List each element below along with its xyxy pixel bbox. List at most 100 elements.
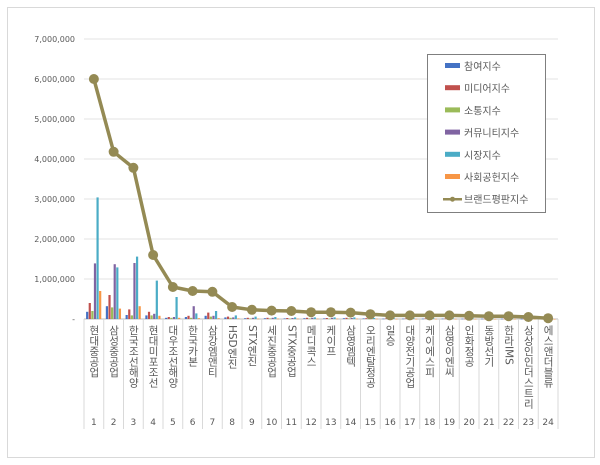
legend-marker: [450, 196, 455, 202]
bar-참여지수: [244, 318, 247, 319]
bar-미디어지수: [266, 317, 269, 319]
bar-소통지수: [130, 315, 133, 319]
bar-미디어지수: [286, 318, 289, 319]
bar-커뮤니티지수: [232, 317, 235, 319]
x-rank-label: 5: [170, 418, 176, 428]
bar-미디어지수: [147, 311, 151, 319]
x-category-label: 삼영이엔씨: [443, 325, 455, 378]
bar-커뮤니티지수: [93, 263, 97, 319]
bar-미디어지수: [88, 303, 91, 319]
x-category-label: 동방선기: [483, 325, 495, 368]
brand-index-point: [246, 304, 257, 315]
bar-시장지수: [353, 317, 356, 319]
legend-swatch-미디어지수: [445, 85, 460, 91]
bar-소통지수: [170, 317, 173, 319]
brand-index-point: [464, 310, 475, 321]
bar-시장지수: [333, 317, 336, 319]
bar-미디어지수: [108, 295, 111, 319]
x-rank-label: 6: [190, 418, 196, 428]
bar-참여지수: [125, 315, 128, 319]
bar-미디어지수: [325, 318, 328, 319]
bar-소통지수: [111, 307, 114, 319]
x-rank-label: 8: [229, 418, 235, 428]
bar-사회공헌지수: [454, 318, 457, 320]
x-rank-label: 9: [249, 418, 255, 428]
brand-index-point: [483, 311, 494, 322]
x-category-label: STX중공업: [285, 325, 297, 377]
bar-소통지수: [91, 311, 94, 319]
x-category-label: 일승: [384, 324, 396, 346]
bar-시장지수: [372, 318, 376, 319]
x-category-label: 현대미포조선: [147, 325, 159, 388]
x-rank-label: 17: [404, 418, 415, 428]
bar-참여지수: [382, 318, 385, 320]
y-axis: - 1,000,000 2,000,000 3,000,000 4,000,000 5,0…: [34, 35, 75, 324]
bar-참여지수: [86, 311, 89, 319]
x-category-label: 세진중공업: [266, 325, 278, 378]
brand-index-point: [424, 310, 435, 321]
bar-커뮤니티지수: [350, 318, 353, 319]
bar-참여지수: [165, 317, 168, 319]
brand-index-point: [325, 307, 336, 318]
bar-소통지수: [150, 315, 153, 319]
bar-시장지수: [175, 297, 178, 319]
bar-사회공헌지수: [553, 318, 556, 320]
x-axis: 현대중공업 1 삼성중공업 2 한국조선해양 3 현대미포조선 4 대우조선해양 5 한국카본 6 삼강…: [83, 319, 559, 429]
bar-미디어지수: [246, 317, 249, 319]
bar-소통지수: [288, 318, 291, 320]
x-category-label: 케이에스피: [424, 325, 436, 378]
bar-미디어지수: [345, 317, 348, 319]
bar-시장지수: [274, 317, 277, 319]
bar-사회공헌지수: [513, 318, 517, 320]
y-tick-label: 5,000,000: [34, 115, 75, 124]
bar-사회공헌지수: [474, 318, 477, 320]
bar-사회공헌지수: [494, 318, 497, 320]
bar-참여지수: [441, 318, 444, 320]
bar-미디어지수: [365, 318, 368, 319]
bar-사회공헌지수: [355, 318, 359, 320]
x-rank-label: 11: [286, 418, 297, 428]
bar-시장지수: [313, 317, 316, 319]
bar-소통지수: [348, 318, 351, 319]
y-tick-label: 3,000,000: [34, 195, 75, 204]
bar-시장지수: [195, 313, 198, 319]
bar-소통지수: [190, 317, 193, 319]
bar-소통지수: [229, 317, 232, 319]
brand-index-point: [385, 310, 396, 321]
brand-index-point: [207, 286, 218, 297]
brand-index-line: [88, 74, 554, 324]
x-category-label: 메디콕스: [305, 325, 317, 367]
bar-사회공헌지수: [415, 318, 418, 320]
bar-사회공헌지수: [434, 318, 438, 320]
legend-swatch-참여지수: [445, 63, 460, 68]
x-rank-label: 16: [384, 418, 396, 428]
bar-커뮤니티지수: [330, 317, 334, 319]
bar-미디어지수: [128, 309, 131, 319]
bar-사회공헌지수: [257, 318, 260, 320]
bar-사회공헌지수: [217, 318, 220, 319]
bar-커뮤니티지수: [271, 317, 274, 319]
bar-사회공헌지수: [99, 291, 102, 319]
bar-미디어지수: [305, 317, 309, 319]
bar-커뮤니티지수: [212, 315, 215, 319]
bar-커뮤니티지수: [153, 313, 156, 319]
x-rank-label: 3: [131, 418, 137, 428]
y-tick-label: 1,000,000: [34, 275, 75, 284]
bar-참여지수: [145, 315, 148, 319]
bar-커뮤니티지수: [192, 306, 195, 319]
bar-시장지수: [135, 256, 139, 319]
x-rank-label: 22: [503, 418, 514, 428]
legend-swatch-시장지수: [445, 151, 460, 157]
x-category-label: 오리엔탈정공: [364, 325, 376, 388]
bar-사회공헌지수: [138, 306, 141, 319]
x-category-label: 대우조선해양: [167, 325, 179, 388]
bar-참여지수: [184, 317, 188, 319]
brand-index-point: [286, 306, 297, 316]
brand-index-point: [345, 307, 356, 318]
brand-index-point: [444, 310, 455, 321]
bar-사회공헌지수: [533, 318, 536, 320]
bar-시장지수: [155, 280, 158, 319]
bar-참여지수: [204, 315, 207, 319]
legend-label: 커뮤니티지수: [464, 128, 519, 140]
bar-참여지수: [461, 318, 464, 320]
